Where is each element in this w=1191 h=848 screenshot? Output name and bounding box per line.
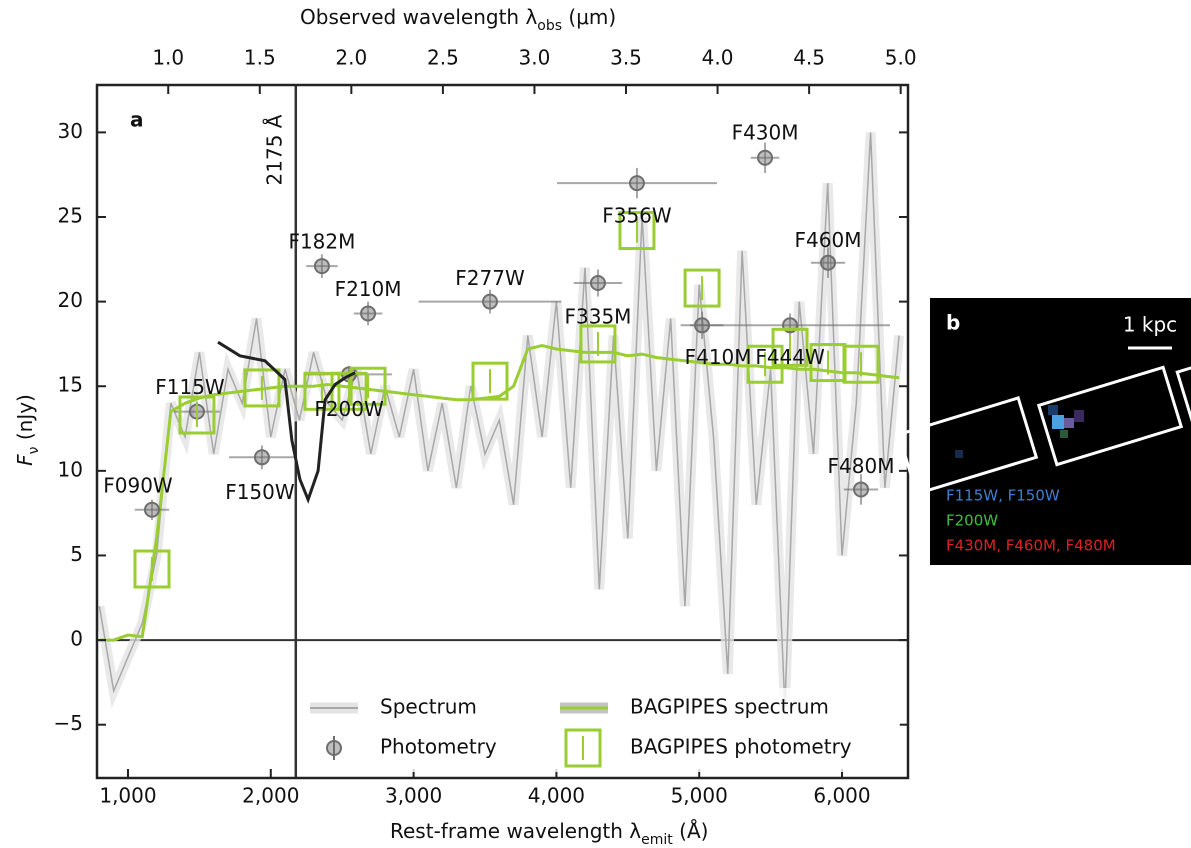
filter-label: F356W xyxy=(602,204,672,228)
photometry-point xyxy=(482,293,499,310)
pixel xyxy=(1048,405,1058,415)
photometry-point xyxy=(628,175,645,192)
y-tick-label: 0 xyxy=(70,627,83,651)
label-part: F xyxy=(13,454,37,466)
model-photometry-box xyxy=(178,395,216,435)
x2-tick-label: 2.0 xyxy=(335,46,367,70)
y-tick-label: 5 xyxy=(70,542,83,566)
channel-label: F115W, F150W xyxy=(946,487,1060,505)
filter-label: F480M xyxy=(828,454,895,478)
x2-tick-label: 1.5 xyxy=(244,46,276,70)
photometry-point xyxy=(589,275,606,291)
legend-marker xyxy=(326,740,342,756)
label-part: emit xyxy=(641,832,673,848)
legend-label: Spectrum xyxy=(380,695,477,719)
pixel xyxy=(1074,410,1084,422)
filter-label: F150W xyxy=(225,480,295,504)
model-photometry-box xyxy=(471,361,509,401)
x2-tick-label: 4.5 xyxy=(793,46,825,70)
model-photometry-box xyxy=(683,268,721,308)
photometry-point xyxy=(143,501,160,518)
x2-tick-label: 3.0 xyxy=(519,46,551,70)
label-part: (nJy) xyxy=(13,394,37,446)
x2-tick-label: 1.0 xyxy=(152,46,184,70)
channel-label: F200W xyxy=(946,512,998,530)
panel-label: b xyxy=(946,311,960,335)
x2label-parts: Observed wavelength λobs (μm) xyxy=(300,5,616,35)
filter-label: F210M xyxy=(335,277,402,301)
scale-label: 1 kpc xyxy=(1123,313,1177,337)
x-tick-label: 2,000 xyxy=(242,784,299,808)
x2-tick-label: 5.0 xyxy=(885,46,917,70)
y-tick-label: 30 xyxy=(58,119,83,143)
model-photometry-box xyxy=(303,371,341,411)
model-photometry-box xyxy=(349,366,387,406)
x-tick-label: 4,000 xyxy=(528,784,585,808)
plot-area xyxy=(97,85,908,778)
filter-label: F430M xyxy=(732,120,799,144)
x2-tick-label: 2.5 xyxy=(427,46,459,70)
filter-label: F200W xyxy=(314,397,384,421)
x-tick-label: 1,000 xyxy=(99,784,156,808)
pixel xyxy=(1052,415,1064,429)
y-tick-label: 15 xyxy=(58,373,83,397)
y-tick-label: −5 xyxy=(54,711,83,735)
x2-tick-label: 3.5 xyxy=(610,46,642,70)
label-part: (Å) xyxy=(673,819,709,843)
label-part: Observed wavelength λ xyxy=(300,5,537,29)
pixel xyxy=(1064,418,1074,428)
y-tick-label: 25 xyxy=(58,204,83,228)
model-photometry-box xyxy=(133,549,171,589)
photometry-point xyxy=(313,258,330,275)
pixel xyxy=(1060,430,1068,438)
filter-label: F444W xyxy=(755,345,825,369)
channel-label: F430M, F460M, F480M xyxy=(946,537,1116,555)
legend-marker xyxy=(564,728,602,768)
filter-label: F090W xyxy=(103,473,173,497)
photometry-point xyxy=(820,254,837,271)
x-tick-label: 5,000 xyxy=(671,784,728,808)
x-tick-label: 6,000 xyxy=(813,784,870,808)
ylabel-parts: Fν (nJy) xyxy=(13,394,43,466)
slit-box xyxy=(1175,352,1191,434)
legend-label: Photometry xyxy=(380,735,497,759)
y-tick-label: 10 xyxy=(58,457,83,481)
filter-label: F410M xyxy=(685,345,752,369)
model-photometry-box xyxy=(746,344,784,384)
filter-label: F335M xyxy=(564,305,631,329)
spectrum-line xyxy=(98,132,900,708)
panel-label: a xyxy=(130,108,144,132)
legend-label: BAGPIPES spectrum xyxy=(630,695,829,719)
x-tick-label: 3,000 xyxy=(385,784,442,808)
label-part: Rest-frame wavelength λ xyxy=(390,819,641,843)
label-part: obs xyxy=(537,18,562,34)
photometry-point xyxy=(360,305,377,322)
reference-label: 2175 Å xyxy=(262,114,286,185)
curve-line xyxy=(217,340,356,504)
model-photometry-box xyxy=(618,211,656,251)
slit-box xyxy=(1036,365,1184,467)
model-photometry-box xyxy=(842,344,880,384)
filter-label: F115W xyxy=(155,375,225,399)
x2-tick-label: 4.0 xyxy=(702,46,734,70)
label-part: ν xyxy=(26,446,42,454)
filter-label: F460M xyxy=(795,228,862,252)
y-tick-label: 20 xyxy=(58,288,83,312)
legend-label: BAGPIPES photometry xyxy=(630,735,852,759)
photometry-point xyxy=(253,449,270,466)
filter-label: F277W xyxy=(455,266,525,290)
image-panel: b 1 kpc F115W, F150W F200W F430M, F460M, F… xyxy=(896,298,1191,565)
model-photometry-box xyxy=(243,368,281,408)
label-part: (μm) xyxy=(562,5,616,29)
photometry-point xyxy=(853,481,870,498)
pixel xyxy=(955,450,963,458)
filter-label: F182M xyxy=(288,230,355,254)
model-photometry-box xyxy=(579,324,617,364)
slit-box xyxy=(896,396,1039,496)
xlabel-parts: Rest-frame wavelength λemit (Å) xyxy=(390,819,708,848)
photometry-point xyxy=(757,149,774,166)
